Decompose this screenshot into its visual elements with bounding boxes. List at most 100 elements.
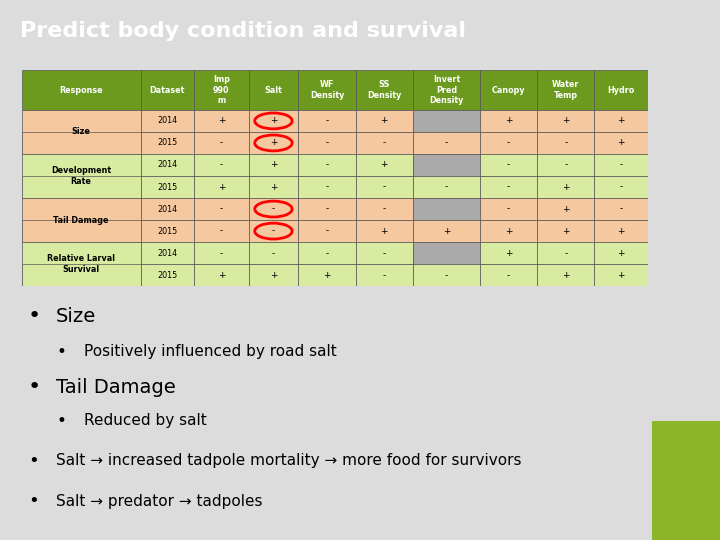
Text: •: • (56, 343, 66, 361)
Text: -: - (220, 138, 223, 147)
FancyBboxPatch shape (480, 110, 537, 132)
FancyBboxPatch shape (413, 220, 480, 242)
Text: Salt → increased tadpole mortality → more food for survivors: Salt → increased tadpole mortality → mor… (56, 454, 521, 468)
Text: -: - (325, 138, 328, 147)
Text: +: + (323, 271, 330, 280)
Text: +: + (381, 160, 388, 170)
FancyBboxPatch shape (595, 264, 648, 286)
FancyBboxPatch shape (22, 242, 140, 286)
FancyBboxPatch shape (248, 242, 298, 264)
FancyBboxPatch shape (595, 70, 648, 110)
FancyBboxPatch shape (140, 220, 194, 242)
FancyBboxPatch shape (194, 242, 248, 264)
Text: -: - (271, 227, 275, 235)
Text: +: + (270, 138, 277, 147)
FancyBboxPatch shape (298, 242, 356, 264)
Text: •: • (28, 377, 41, 397)
FancyBboxPatch shape (140, 198, 194, 220)
Text: •: • (56, 411, 66, 429)
FancyBboxPatch shape (480, 70, 537, 110)
FancyBboxPatch shape (22, 264, 140, 286)
Text: Size: Size (56, 307, 96, 326)
Text: -: - (507, 183, 510, 192)
Text: Dataset: Dataset (150, 85, 185, 94)
Text: Water
Temp: Water Temp (552, 80, 580, 100)
FancyBboxPatch shape (413, 154, 480, 176)
FancyBboxPatch shape (413, 132, 480, 154)
FancyBboxPatch shape (194, 70, 248, 110)
FancyBboxPatch shape (356, 220, 413, 242)
FancyBboxPatch shape (194, 154, 248, 176)
Text: Salt → predator → tadpoles: Salt → predator → tadpoles (56, 494, 263, 509)
Text: Tail Damage: Tail Damage (53, 215, 109, 225)
Text: 2014: 2014 (158, 160, 177, 170)
Text: Hydro: Hydro (608, 85, 635, 94)
FancyBboxPatch shape (537, 70, 595, 110)
Text: Reduced by salt: Reduced by salt (84, 413, 207, 428)
Text: 2015: 2015 (157, 183, 178, 192)
Text: -: - (564, 160, 567, 170)
FancyBboxPatch shape (595, 198, 648, 220)
FancyBboxPatch shape (356, 198, 413, 220)
FancyBboxPatch shape (298, 132, 356, 154)
Text: +: + (443, 227, 450, 235)
Text: +: + (217, 271, 225, 280)
Text: Canopy: Canopy (492, 85, 526, 94)
Text: -: - (325, 160, 328, 170)
Text: -: - (382, 205, 386, 213)
FancyBboxPatch shape (298, 70, 356, 110)
FancyBboxPatch shape (537, 242, 595, 264)
Text: Tail Damage: Tail Damage (56, 378, 176, 397)
Text: 2015: 2015 (157, 227, 178, 235)
Text: +: + (381, 227, 388, 235)
FancyBboxPatch shape (413, 198, 480, 220)
FancyBboxPatch shape (194, 110, 248, 132)
FancyBboxPatch shape (22, 110, 140, 154)
Text: 2015: 2015 (157, 138, 178, 147)
FancyBboxPatch shape (248, 70, 298, 110)
FancyBboxPatch shape (140, 264, 194, 286)
Text: -: - (620, 183, 623, 192)
FancyBboxPatch shape (140, 154, 194, 176)
FancyBboxPatch shape (537, 132, 595, 154)
Text: -: - (620, 160, 623, 170)
Text: +: + (217, 183, 225, 192)
Text: +: + (270, 160, 277, 170)
Text: +: + (618, 271, 625, 280)
FancyBboxPatch shape (194, 132, 248, 154)
FancyBboxPatch shape (194, 176, 248, 198)
Text: +: + (562, 271, 570, 280)
FancyBboxPatch shape (537, 264, 595, 286)
FancyBboxPatch shape (595, 220, 648, 242)
Text: -: - (507, 271, 510, 280)
Text: +: + (505, 117, 512, 125)
FancyBboxPatch shape (356, 242, 413, 264)
FancyBboxPatch shape (356, 132, 413, 154)
Text: -: - (220, 205, 223, 213)
FancyBboxPatch shape (413, 70, 480, 110)
FancyBboxPatch shape (537, 198, 595, 220)
Text: 2014: 2014 (158, 248, 177, 258)
Text: -: - (445, 271, 448, 280)
Text: -: - (220, 248, 223, 258)
Text: Predict body condition and survival: Predict body condition and survival (19, 21, 466, 41)
FancyBboxPatch shape (413, 176, 480, 198)
Text: Invert
Pred
Density: Invert Pred Density (429, 75, 464, 105)
FancyBboxPatch shape (22, 132, 140, 154)
Text: -: - (325, 205, 328, 213)
Text: -: - (271, 248, 275, 258)
Text: -: - (620, 205, 623, 213)
FancyBboxPatch shape (194, 220, 248, 242)
Text: +: + (381, 117, 388, 125)
Text: -: - (325, 248, 328, 258)
Text: +: + (618, 138, 625, 147)
Text: •: • (28, 492, 39, 510)
FancyBboxPatch shape (480, 264, 537, 286)
Text: 2015: 2015 (157, 271, 178, 280)
FancyBboxPatch shape (356, 264, 413, 286)
FancyBboxPatch shape (248, 220, 298, 242)
Text: -: - (382, 138, 386, 147)
Text: -: - (507, 138, 510, 147)
FancyBboxPatch shape (480, 220, 537, 242)
Text: Development
Rate: Development Rate (51, 166, 111, 186)
